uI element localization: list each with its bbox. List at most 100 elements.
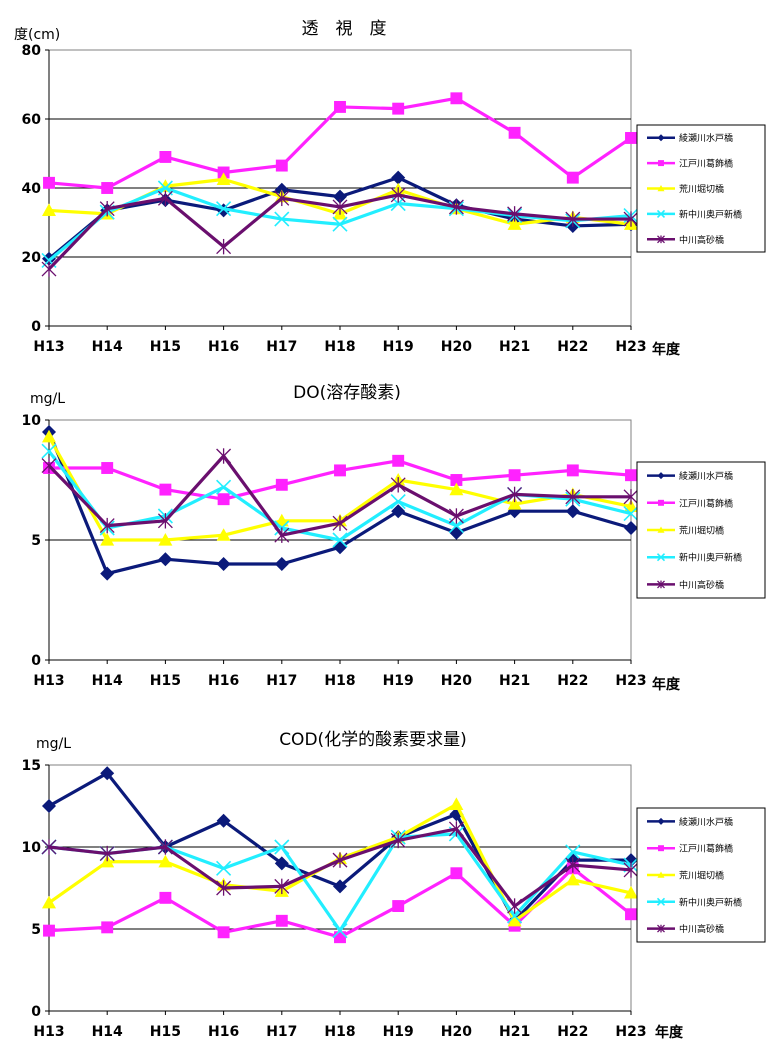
- x-tick-label: H14: [92, 339, 123, 355]
- data-point: [333, 879, 347, 894]
- y-tick-label: 10: [22, 840, 42, 856]
- data-point: [100, 766, 115, 781]
- legend-label: 新中川奥戸新橋: [679, 896, 742, 908]
- x-tick-label: H17: [266, 339, 297, 355]
- data-point: [390, 832, 406, 849]
- data-point: [216, 201, 232, 217]
- data-point: [334, 931, 346, 944]
- legend-item: 中川高砂橋: [647, 923, 724, 935]
- x-tick-label: H18: [324, 673, 355, 689]
- legend-label: 江戸川葛飾橋: [679, 497, 733, 509]
- data-point: [43, 924, 55, 937]
- x-tick-label: H18: [324, 339, 355, 355]
- data-point: [392, 102, 405, 115]
- data-point: [43, 176, 55, 189]
- x-tick-label: H16: [208, 1024, 239, 1040]
- y-tick-label: 15: [22, 758, 41, 774]
- legend-item: 江戸川葛飾橋: [647, 497, 733, 509]
- legend-item: 綾瀬川水戸橋: [647, 816, 733, 828]
- data-point: [101, 921, 114, 934]
- x-tick-label: H14: [92, 1024, 123, 1040]
- data-point: [157, 839, 173, 855]
- data-point: [392, 900, 405, 912]
- data-point: [274, 527, 290, 543]
- data-point: [216, 479, 232, 495]
- x-axis-label: 年度: [655, 1024, 684, 1041]
- y-tick-label: 0: [31, 1004, 41, 1020]
- x-tick-label: H23: [615, 1024, 646, 1040]
- data-point: [625, 132, 637, 144]
- legend-item: 新中川奥戸新橋: [647, 208, 742, 220]
- series-2: [43, 454, 637, 506]
- data-point: [216, 557, 231, 571]
- data-point: [159, 483, 172, 496]
- data-point: [101, 462, 114, 474]
- data-point: [41, 443, 57, 459]
- series-1: [42, 425, 638, 581]
- data-point: [624, 521, 638, 535]
- x-tick-label: H22: [557, 339, 588, 355]
- data-point: [216, 880, 232, 896]
- x-tick-label: H17: [266, 1024, 297, 1040]
- data-point: [623, 862, 639, 878]
- data-point: [565, 857, 581, 873]
- data-point: [99, 201, 115, 217]
- legend-item: 中川高砂橋: [647, 579, 724, 591]
- data-point: [275, 914, 288, 927]
- x-tick-label: H18: [324, 1024, 355, 1040]
- data-point: [159, 891, 172, 904]
- data-point: [507, 217, 522, 230]
- x-tick-label: H22: [557, 673, 588, 689]
- legend-label: 中川高砂橋: [679, 579, 724, 591]
- x-axis-label: 年度: [652, 676, 681, 693]
- data-point: [625, 469, 637, 482]
- legend-label: 綾瀬川水戸橋: [679, 470, 733, 482]
- legend-item: 荒川堀切橋: [647, 525, 724, 537]
- data-point: [42, 203, 56, 217]
- chart-title: COD(化学的酸素要求量): [279, 730, 467, 750]
- x-tick-label: H13: [33, 339, 64, 355]
- legend-label: 荒川堀切橋: [679, 183, 724, 195]
- x-tick-label: H23: [615, 673, 646, 689]
- legend-label: 新中川奥戸新橋: [679, 552, 742, 564]
- data-point: [507, 913, 522, 927]
- data-point: [101, 182, 114, 194]
- data-point: [390, 477, 406, 493]
- data-point: [332, 199, 348, 215]
- data-point: [449, 797, 464, 810]
- data-point: [216, 813, 231, 828]
- data-point: [508, 126, 521, 139]
- data-point: [624, 499, 638, 512]
- data-point: [566, 464, 579, 477]
- x-tick-label: H21: [499, 339, 530, 355]
- legend-label: 荒川堀切橋: [679, 870, 724, 882]
- data-point: [41, 457, 57, 474]
- legend-item: 中川高砂橋: [647, 234, 724, 246]
- data-point: [158, 854, 173, 868]
- x-tick-label: H19: [383, 673, 414, 689]
- chart-panel-1: 透 視 度 度(cm) 0 20 40 60 80 H13 H14 H15 H16 H17 H18 H19…: [14, 19, 766, 358]
- data-point: [448, 199, 464, 215]
- x-tick-label: H13: [33, 673, 64, 689]
- x-tick-label: H23: [615, 339, 646, 355]
- data-point: [100, 533, 115, 546]
- y-axis-unit-label: mg/L: [30, 391, 65, 407]
- y-tick-label: 40: [22, 181, 42, 197]
- data-point: [275, 478, 288, 491]
- data-point: [332, 923, 348, 939]
- data-point: [391, 504, 406, 519]
- data-point: [450, 92, 463, 105]
- series-5: [41, 187, 639, 277]
- data-point: [623, 489, 639, 505]
- data-point: [332, 852, 348, 868]
- series-5: [41, 448, 639, 543]
- y-tick-label: 10: [22, 413, 42, 429]
- legend-item: 荒川堀切橋: [647, 870, 724, 882]
- data-point: [566, 171, 579, 184]
- y-tick-label: 0: [31, 319, 41, 335]
- data-point: [625, 908, 637, 921]
